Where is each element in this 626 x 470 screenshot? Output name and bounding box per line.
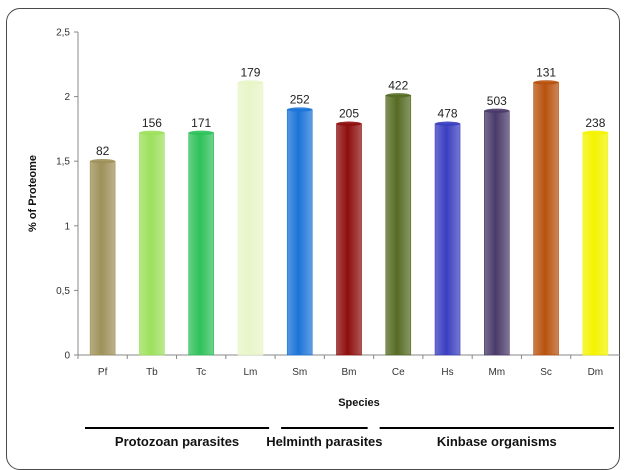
x-tick-label-Sm: Sm (292, 367, 307, 378)
y-tick-label: 1 (64, 221, 70, 232)
bar-cap-Dm (582, 130, 608, 135)
group-label: Protozoan parasites (115, 434, 239, 449)
y-tick-label: 1,5 (56, 157, 70, 168)
x-tick-label-Hs: Hs (441, 367, 453, 378)
x-tick-label-Ce: Ce (392, 367, 405, 378)
bar-cap-Ce (385, 93, 411, 98)
data-label-Ce: 422 (388, 78, 408, 92)
data-label-Mm: 503 (487, 94, 507, 108)
data-label-Pf: 82 (96, 144, 110, 158)
x-tick-label-Dm: Dm (588, 367, 604, 378)
y-tick-label: 0 (64, 351, 70, 362)
bar-cap-Pf (90, 159, 116, 164)
bar-chart: 0 0,5 1 1,5 2 2,5 82 Pf 156 Tb 171 Tc 179 Lm 252 Sm 205 B… (27, 28, 620, 449)
bar-Sc (533, 82, 559, 356)
bar-Bm (336, 123, 362, 356)
y-tick-label: 2 (64, 92, 70, 103)
bar-cap-Hs (435, 121, 461, 126)
bar-cap-Mm (484, 108, 510, 114)
group-label: Helminth parasites (266, 434, 382, 449)
data-label-Dm: 238 (585, 116, 605, 130)
bar-cap-Bm (336, 121, 362, 126)
bar-cap-Tc (188, 130, 214, 135)
bar-cap-Lm (237, 80, 263, 85)
x-tick-label-Bm: Bm (342, 367, 357, 378)
x-tick-label-Pf: Pf (98, 367, 108, 378)
data-label-Tc: 171 (191, 116, 211, 130)
bar-Hs (434, 123, 461, 356)
bar-Ce (385, 95, 412, 356)
group-label: Kinbase organisms (437, 434, 557, 449)
bar-Sm (286, 109, 313, 356)
x-tick-label-Tb: Tb (146, 367, 158, 378)
x-tick-label-Lm: Lm (244, 367, 258, 378)
x-tick-label-Tc: Tc (196, 367, 206, 378)
x-tick-label-Sc: Sc (540, 367, 552, 378)
bar-Dm (582, 132, 609, 356)
bar-cap-Tb (139, 130, 165, 135)
x-axis-title: Species (338, 397, 380, 409)
y-tick-label: 0,5 (56, 286, 70, 297)
data-label-Bm: 205 (339, 107, 359, 121)
bar-cap-Sc (533, 80, 559, 85)
x-tick-label-Mm: Mm (488, 367, 505, 378)
y-axis-title: % of Proteome (27, 155, 39, 232)
bar-Mm (484, 110, 510, 356)
y-tick-label: 2,5 (56, 28, 70, 39)
bar-cap-Sm (287, 107, 313, 112)
bar-Tb (139, 132, 165, 356)
data-label-Hs: 478 (438, 107, 458, 121)
data-label-Tb: 156 (142, 116, 162, 130)
data-label-Sc: 131 (536, 65, 556, 79)
bar-Lm (237, 82, 264, 356)
data-label-Lm: 179 (240, 65, 260, 79)
bar-Tc (188, 132, 214, 356)
data-label-Sm: 252 (290, 93, 310, 107)
bar-Pf (89, 160, 116, 356)
